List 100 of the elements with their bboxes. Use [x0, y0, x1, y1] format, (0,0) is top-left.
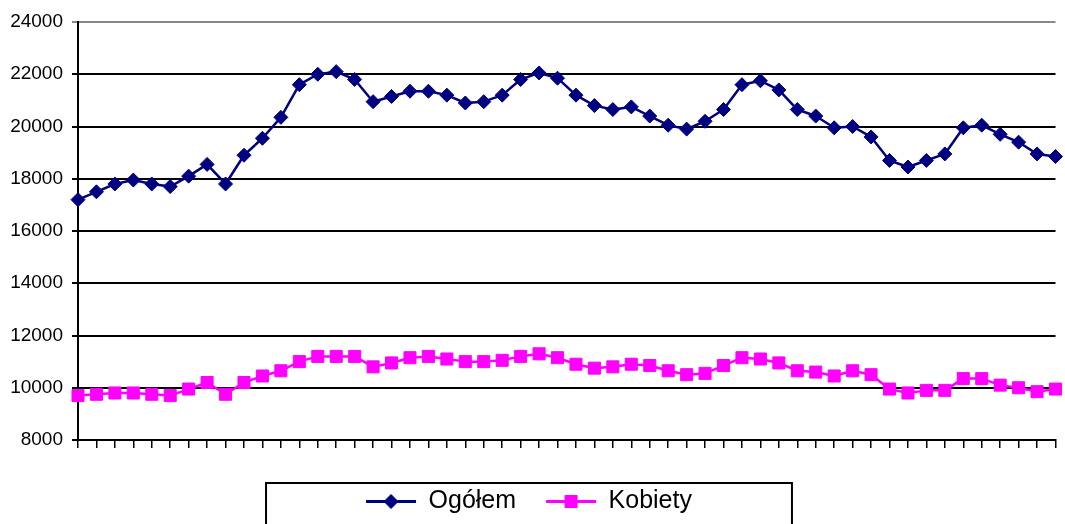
y-tick-label: 20000 — [10, 114, 63, 136]
point — [771, 82, 787, 98]
point — [679, 121, 695, 137]
point — [219, 387, 233, 401]
point — [1030, 385, 1044, 399]
point — [439, 87, 455, 103]
point — [586, 98, 602, 114]
point — [71, 389, 85, 403]
point — [255, 369, 269, 383]
point — [809, 365, 823, 379]
point — [901, 386, 915, 400]
point — [716, 102, 732, 118]
point — [514, 349, 528, 363]
point — [531, 65, 547, 81]
point — [938, 383, 952, 397]
point — [660, 117, 676, 133]
point — [236, 147, 252, 163]
point — [126, 386, 140, 400]
point — [291, 77, 307, 93]
point — [587, 361, 601, 375]
point — [975, 372, 989, 386]
point — [328, 64, 344, 80]
point — [772, 356, 786, 370]
point — [329, 349, 343, 363]
legend-label: Ogółem — [428, 485, 517, 514]
point — [274, 364, 288, 378]
point — [182, 382, 196, 396]
point — [403, 351, 417, 365]
point — [494, 87, 510, 103]
point — [532, 347, 546, 361]
point — [347, 71, 363, 87]
point — [237, 376, 251, 390]
point — [900, 159, 916, 175]
point — [974, 117, 990, 133]
point — [477, 355, 491, 369]
point — [606, 360, 620, 374]
point — [311, 349, 325, 363]
point — [734, 77, 750, 93]
point — [845, 119, 861, 134]
point — [107, 176, 123, 192]
point — [440, 352, 454, 366]
point — [108, 386, 122, 400]
y-tick-label: 10000 — [10, 375, 63, 397]
point — [385, 356, 399, 370]
point — [937, 146, 953, 162]
point — [88, 184, 104, 200]
point — [680, 368, 694, 382]
point — [551, 351, 565, 365]
point — [218, 176, 234, 192]
point — [623, 99, 639, 115]
point — [162, 179, 178, 195]
point — [181, 168, 197, 184]
point — [1048, 382, 1063, 396]
point — [624, 357, 638, 371]
point — [826, 120, 842, 136]
point — [569, 357, 583, 371]
point — [993, 378, 1007, 392]
point — [144, 176, 160, 192]
point — [366, 360, 380, 374]
point — [550, 70, 566, 86]
point — [1011, 134, 1027, 150]
point — [605, 102, 621, 118]
point — [384, 88, 400, 104]
point — [199, 156, 215, 172]
point — [863, 129, 879, 145]
point — [846, 364, 860, 378]
y-tick-label: 16000 — [10, 219, 63, 241]
point — [420, 83, 436, 99]
point — [70, 192, 86, 208]
point — [698, 366, 712, 380]
point — [402, 83, 418, 99]
point — [458, 355, 472, 369]
point — [476, 94, 492, 110]
point — [513, 71, 529, 87]
point — [790, 364, 804, 378]
point — [752, 73, 768, 89]
point — [642, 108, 658, 124]
point — [365, 94, 381, 110]
y-tick-label: 14000 — [10, 271, 63, 293]
y-tick-label: 22000 — [10, 62, 63, 84]
point — [200, 376, 214, 390]
point — [292, 355, 306, 369]
point — [643, 359, 657, 373]
y-tick-label: 12000 — [10, 323, 63, 345]
legend-label: Kobiety — [608, 485, 693, 514]
y-tick-label: 8000 — [20, 428, 63, 450]
y-tick-label: 18000 — [10, 166, 63, 188]
point — [457, 95, 473, 111]
point — [955, 120, 971, 136]
y-tick-label: 24000 — [10, 10, 63, 32]
point — [918, 152, 934, 168]
point — [568, 87, 584, 103]
point — [697, 113, 713, 129]
point — [661, 364, 675, 378]
point — [956, 372, 970, 386]
point — [145, 387, 159, 401]
point — [421, 349, 435, 363]
point — [495, 353, 509, 367]
point — [1048, 149, 1063, 165]
point — [717, 359, 731, 373]
